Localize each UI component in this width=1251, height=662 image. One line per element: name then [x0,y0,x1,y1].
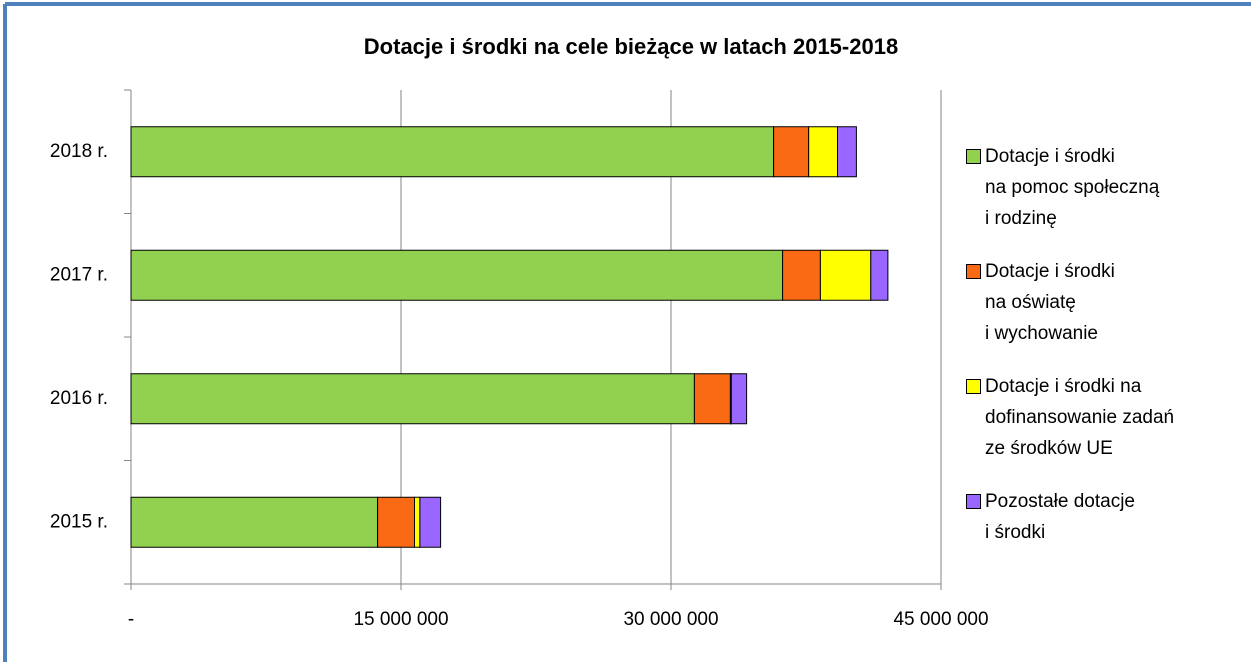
x-tick-label: 30 000 000 [623,609,718,630]
bar-segment [130,373,695,425]
y-tick-label: 2017 r. [50,264,108,285]
y-tick-label: 2018 r. [50,141,108,162]
legend-swatch [966,264,981,279]
legend: Dotacje i środki na pomoc społeczną i ro… [966,141,1174,548]
bar-segment [773,126,810,178]
legend-label: Dotacje i środki na oświatę i wychowanie [985,261,1115,344]
bar-segment [419,496,442,548]
bar-segment [782,249,821,301]
bar-segment [870,249,889,301]
bar-segment [730,373,748,425]
x-tick-label: - [128,609,134,630]
bar-segment [130,126,775,178]
chart-title: Dotacje i środki na cele bieżące w latac… [364,34,898,59]
bar-segment [377,496,416,548]
y-tick-label: 2015 r. [50,511,108,532]
legend-swatch [966,379,981,394]
legend-entry: Dotacje i środki na dofinansowanie zadań… [966,371,1174,464]
bar-segment [808,126,839,178]
x-tick-label: 45 000 000 [893,609,988,630]
legend-entry: Dotacje i środki na oświatę i wychowanie [966,256,1174,349]
y-tick-label: 2016 r. [50,388,108,409]
legend-label: Pozostałe dotacje i środki [985,491,1135,543]
legend-entry: Dotacje i środki na pomoc społeczną i ro… [966,141,1174,234]
legend-entry: Pozostałe dotacje i środki [966,486,1174,548]
legend-label: Dotacje i środki na pomoc społeczną i ro… [985,146,1160,229]
bar-segment [130,496,379,548]
bar-segment [837,126,857,178]
legend-label: Dotacje i środki na dofinansowanie zadań… [985,376,1175,459]
bar-segment [130,249,784,301]
legend-swatch [966,494,981,509]
legend-swatch [966,149,981,164]
bar-segment [693,373,731,425]
x-tick-label: 15 000 000 [353,609,448,630]
bar-segment [819,249,872,301]
bar-segment [414,496,421,548]
